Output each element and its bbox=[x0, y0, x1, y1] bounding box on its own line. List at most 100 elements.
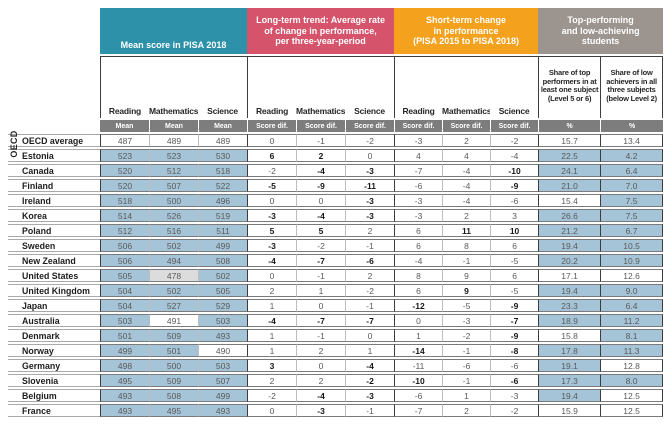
data-cell: 2 bbox=[296, 149, 346, 162]
data-cell: 2 bbox=[345, 224, 395, 237]
row-label: Australia bbox=[8, 314, 100, 327]
row-label: Poland bbox=[8, 224, 100, 237]
data-cell: 0 bbox=[247, 269, 297, 282]
data-cell: -7 bbox=[296, 314, 346, 327]
data-cell: 0 bbox=[247, 194, 297, 207]
data-cell: 7.0 bbox=[600, 179, 664, 192]
data-cell: 502 bbox=[149, 239, 198, 252]
data-cell: 0 bbox=[296, 359, 346, 372]
data-cell: 508 bbox=[149, 389, 198, 402]
group-header-top-low-students: Top-performing and low-achieving students bbox=[538, 8, 664, 54]
data-cell: 6.7 bbox=[600, 224, 664, 237]
data-cell: 8.0 bbox=[600, 374, 664, 387]
data-cell: 489 bbox=[198, 134, 248, 147]
data-cell: 507 bbox=[198, 374, 248, 387]
group-header-short-term-change: Short-term change in performance (PISA 201… bbox=[394, 8, 539, 54]
data-cell: -3 bbox=[296, 404, 346, 417]
measure-header-row: Mean Mean Mean Score dif. Score dif. Sco… bbox=[8, 120, 664, 132]
group-title-longterm: Long-term trend: Average rate of change i… bbox=[247, 8, 395, 54]
measure-pct-2: % bbox=[600, 120, 664, 132]
row-label: Slovenia bbox=[8, 374, 100, 387]
data-cell: -3 bbox=[345, 164, 395, 177]
measure-scoredif-2: Score dif. bbox=[296, 120, 346, 132]
table-row: Belgium 493 508 499 -2 -4 -3 -6 1 -3 19.4 12.5 bbox=[8, 389, 664, 402]
data-cell: 8.1 bbox=[600, 329, 664, 342]
data-cell: -3 bbox=[345, 194, 395, 207]
data-cell: 3 bbox=[490, 209, 539, 222]
data-cell: 15.8 bbox=[538, 329, 601, 342]
data-cell: -5 bbox=[247, 179, 297, 192]
data-cell: -6 bbox=[490, 359, 539, 372]
col-st-mathematics: Mathematics bbox=[442, 56, 491, 118]
data-cell: -1 bbox=[442, 254, 491, 267]
data-cell: 496 bbox=[198, 194, 248, 207]
data-cell: 493 bbox=[198, 329, 248, 342]
data-cell: 13.4 bbox=[600, 134, 664, 147]
data-cell: 2 bbox=[345, 269, 395, 282]
data-cell: -4 bbox=[247, 314, 297, 327]
data-cell: 503 bbox=[100, 314, 149, 327]
data-cell: 6.4 bbox=[600, 164, 664, 177]
data-cell: -1 bbox=[345, 404, 395, 417]
row-label: Canada bbox=[8, 164, 100, 177]
data-cell: 507 bbox=[149, 179, 198, 192]
corner-spacer bbox=[8, 8, 100, 54]
data-cell: 505 bbox=[198, 284, 248, 297]
data-cell: -6 bbox=[442, 359, 491, 372]
table-row: Norway 499 501 490 1 2 1 -14 -1 -8 17.8 11.3 bbox=[8, 344, 664, 357]
data-cell: 518 bbox=[100, 194, 149, 207]
data-cell: -4 bbox=[490, 149, 539, 162]
data-cell: 17.1 bbox=[538, 269, 601, 282]
data-cell: 1 bbox=[247, 299, 297, 312]
data-cell: 489 bbox=[149, 134, 198, 147]
table-row: Finland 520 507 522 -5 -9 -11 -6 -4 -9 21.0 7.0 bbox=[8, 179, 664, 192]
data-cell: -8 bbox=[490, 344, 539, 357]
data-cell: 530 bbox=[198, 149, 248, 162]
data-cell: 8 bbox=[394, 269, 443, 282]
table-row: Estonia 523 523 530 6 2 0 4 4 -4 22.5 4.2 bbox=[8, 149, 664, 162]
data-cell: 26.6 bbox=[538, 209, 601, 222]
data-cell: 12.6 bbox=[600, 269, 664, 282]
data-cell: -1 bbox=[345, 299, 395, 312]
data-cell: 1 bbox=[394, 329, 443, 342]
group-title-mean: Mean score in PISA 2018 bbox=[100, 8, 248, 54]
oecd-group-vertical-label: OECD bbox=[9, 130, 19, 158]
data-cell: 1 bbox=[247, 329, 297, 342]
data-cell: 9 bbox=[442, 284, 491, 297]
table-row: Slovenia 495 509 507 2 2 -2 -10 -1 -6 17.3 8.0 bbox=[8, 374, 664, 387]
data-cell: 15.4 bbox=[538, 194, 601, 207]
data-cell: -4 bbox=[442, 164, 491, 177]
data-cell: 519 bbox=[198, 209, 248, 222]
row-label: Estonia bbox=[8, 149, 100, 162]
data-cell: 502 bbox=[149, 284, 198, 297]
col-mean-reading: Reading bbox=[100, 56, 149, 118]
data-cell: 2 bbox=[296, 344, 346, 357]
data-cell: 490 bbox=[198, 344, 248, 357]
data-cell: 19.4 bbox=[538, 239, 601, 252]
data-cell: 19.1 bbox=[538, 359, 601, 372]
data-cell: 7.5 bbox=[600, 209, 664, 222]
table-row: United States 505 478 502 0 -1 2 8 9 6 17.1 12.6 bbox=[8, 269, 664, 282]
data-cell: 523 bbox=[149, 149, 198, 162]
row-label: Japan bbox=[8, 299, 100, 312]
data-cell: -2 bbox=[345, 284, 395, 297]
data-cell: -7 bbox=[490, 314, 539, 327]
data-cell: 21.0 bbox=[538, 179, 601, 192]
data-cell: 529 bbox=[198, 299, 248, 312]
data-cell: 2 bbox=[247, 284, 297, 297]
measure-pct-1: % bbox=[538, 120, 601, 132]
table-row: New Zealand 506 494 508 -4 -7 -6 -4 -1 -5 20.2 10.9 bbox=[8, 254, 664, 267]
data-cell: 8 bbox=[442, 239, 491, 252]
data-cell: -1 bbox=[442, 374, 491, 387]
data-cell: -3 bbox=[247, 239, 297, 252]
data-cell: -11 bbox=[394, 359, 443, 372]
row-label: Denmark bbox=[8, 329, 100, 342]
data-cell: 523 bbox=[100, 149, 149, 162]
measure-spacer bbox=[8, 120, 100, 132]
data-cell: -11 bbox=[345, 179, 395, 192]
data-cell: 22.5 bbox=[538, 149, 601, 162]
group-header-long-term-trend: Long-term trend: Average rate of change i… bbox=[247, 8, 395, 54]
pisa-2018-results-table: Mean score in PISA 2018 Long-term trend:… bbox=[8, 6, 664, 419]
data-cell: 493 bbox=[100, 389, 149, 402]
data-cell: 6 bbox=[490, 239, 539, 252]
